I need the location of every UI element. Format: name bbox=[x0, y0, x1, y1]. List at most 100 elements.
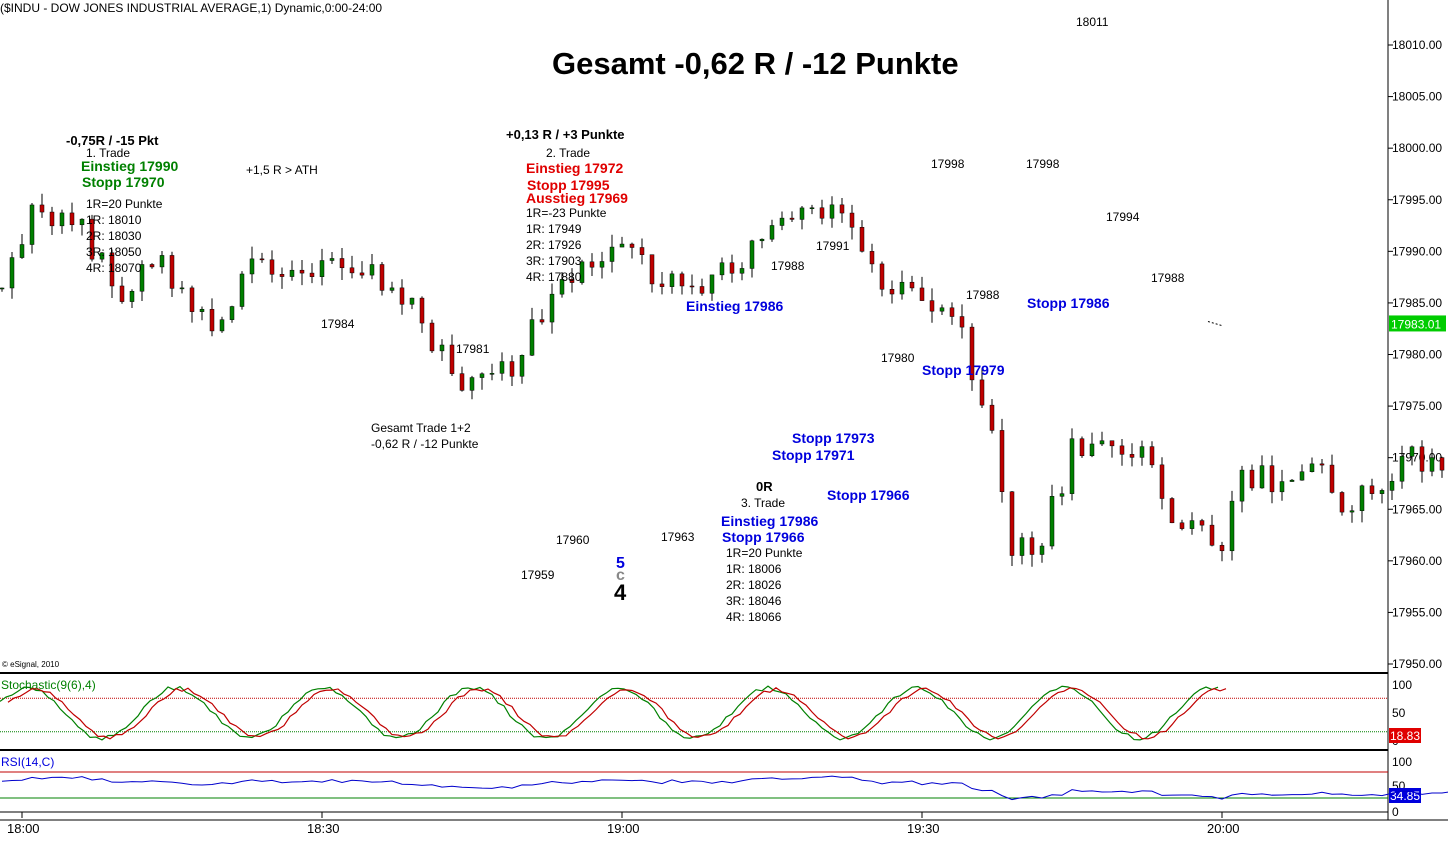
time-tick-label: 19:30 bbox=[907, 821, 940, 836]
trade1-target: 4R: 18070 bbox=[86, 261, 142, 275]
rsi-label: RSI(14,C) bbox=[1, 755, 54, 769]
trade1-title: 1. Trade bbox=[86, 146, 131, 160]
price-tick-label: 17965.00 bbox=[1392, 502, 1442, 516]
candle-body bbox=[589, 261, 595, 268]
candle-body bbox=[899, 281, 905, 295]
candle-body bbox=[629, 243, 635, 248]
candle-body bbox=[689, 285, 695, 288]
price-tick-label: 17970.00 bbox=[1392, 451, 1442, 465]
rsi-tick: 100 bbox=[1392, 755, 1412, 769]
trade2-target: 3R: 17903 bbox=[526, 254, 582, 268]
price-tick-label: 17990.00 bbox=[1392, 244, 1442, 258]
candle-body bbox=[909, 281, 915, 289]
candle-body bbox=[389, 287, 395, 291]
candle-body bbox=[119, 285, 125, 302]
stoch-tick: 50 bbox=[1392, 706, 1406, 720]
candle-body bbox=[329, 258, 335, 261]
candle-body bbox=[1169, 498, 1175, 524]
stoch-k-line bbox=[0, 685, 1219, 741]
candle-body bbox=[1289, 479, 1295, 482]
candle-body bbox=[939, 307, 945, 312]
candle-body bbox=[609, 246, 615, 262]
candle-body bbox=[919, 287, 925, 301]
candle-body bbox=[849, 212, 855, 228]
stoch-tick: 100 bbox=[1392, 678, 1412, 692]
candle-body bbox=[89, 218, 95, 260]
candle-body bbox=[1329, 464, 1335, 493]
trade3-entry: Einstieg 17986 bbox=[721, 513, 819, 529]
trade3-target: 4R: 18066 bbox=[726, 610, 782, 624]
price-tick-label: 18000.00 bbox=[1392, 141, 1442, 155]
candle-body bbox=[19, 244, 25, 258]
candle-body bbox=[999, 430, 1005, 492]
candle-body bbox=[599, 261, 605, 268]
copyright: © eSignal, 2010 bbox=[2, 660, 60, 669]
candle-body bbox=[1119, 445, 1125, 455]
candle-body bbox=[959, 316, 965, 328]
candle-body bbox=[769, 225, 775, 240]
candle-body bbox=[1079, 438, 1085, 457]
chart-header: ($INDU - DOW JONES INDUSTRIAL AVERAGE,1)… bbox=[0, 1, 383, 15]
candle-body bbox=[1049, 496, 1055, 547]
trade2-exit: Ausstieg 17969 bbox=[526, 190, 628, 206]
candle-body bbox=[949, 307, 955, 317]
candle-body bbox=[1179, 522, 1185, 529]
price-tick-label: 17955.00 bbox=[1392, 605, 1442, 619]
candle-body bbox=[569, 279, 575, 283]
candle-body bbox=[1349, 510, 1355, 513]
price-tick-label: 17960.00 bbox=[1392, 554, 1442, 568]
candle-body bbox=[759, 238, 765, 242]
candle-body bbox=[1209, 524, 1215, 546]
note-stopp-17973: Stopp 17973 bbox=[792, 430, 875, 446]
candle-body bbox=[1149, 446, 1155, 466]
time-tick-label: 18:00 bbox=[7, 821, 40, 836]
candle-body bbox=[159, 255, 165, 268]
candle-body bbox=[979, 379, 985, 406]
candle-body bbox=[699, 286, 705, 294]
candle-body bbox=[319, 260, 325, 277]
price-label: 17994 bbox=[1106, 210, 1140, 224]
candle-body bbox=[109, 252, 115, 287]
candle-body bbox=[39, 204, 45, 213]
candle-body bbox=[1259, 465, 1265, 489]
candle-body bbox=[1299, 471, 1305, 481]
candle-body bbox=[139, 264, 145, 292]
trade3-stop: Stopp 17966 bbox=[722, 529, 805, 545]
trade3-target: 3R: 18046 bbox=[726, 594, 782, 608]
candle-body bbox=[399, 287, 405, 305]
stoch-value: 18.83 bbox=[1390, 729, 1420, 743]
trade1-entry: Einstieg 17990 bbox=[81, 158, 179, 174]
candle-body bbox=[559, 279, 565, 295]
price-tick-label: 17980.00 bbox=[1392, 348, 1442, 362]
candle-body bbox=[49, 211, 55, 227]
candle-body bbox=[679, 273, 685, 287]
candle-body bbox=[229, 306, 235, 320]
candle-body bbox=[1009, 491, 1015, 556]
candle-body bbox=[249, 258, 255, 275]
headline: Gesamt -0,62 R / -12 Punkte bbox=[552, 46, 959, 81]
candle-body bbox=[239, 273, 245, 307]
price-tick-label: 17950.00 bbox=[1392, 657, 1442, 671]
trade2-target: 4R: 17880 bbox=[526, 270, 582, 284]
candle-body bbox=[839, 204, 845, 214]
candle-body bbox=[359, 272, 365, 276]
candle-body bbox=[369, 264, 375, 276]
wave-label-4: 4 bbox=[614, 580, 627, 605]
candle-body bbox=[189, 287, 195, 312]
price-label: 17960 bbox=[556, 533, 590, 547]
candle-body bbox=[549, 293, 555, 323]
candle-body bbox=[579, 261, 585, 283]
note-stopp-17979: Stopp 17979 bbox=[922, 362, 1005, 378]
candle-body bbox=[209, 309, 215, 332]
candle-body bbox=[299, 269, 305, 274]
rsi-tick: 0 bbox=[1392, 805, 1399, 819]
candle-body bbox=[379, 264, 385, 291]
note-einstieg: Einstieg 17986 bbox=[686, 298, 784, 314]
candle-body bbox=[0, 287, 5, 290]
candle-body bbox=[1279, 481, 1285, 493]
price-tick-label: 17975.00 bbox=[1392, 399, 1442, 413]
price-label: 17988 bbox=[966, 288, 1000, 302]
candle-body bbox=[419, 297, 425, 324]
candle-body bbox=[1129, 454, 1135, 458]
